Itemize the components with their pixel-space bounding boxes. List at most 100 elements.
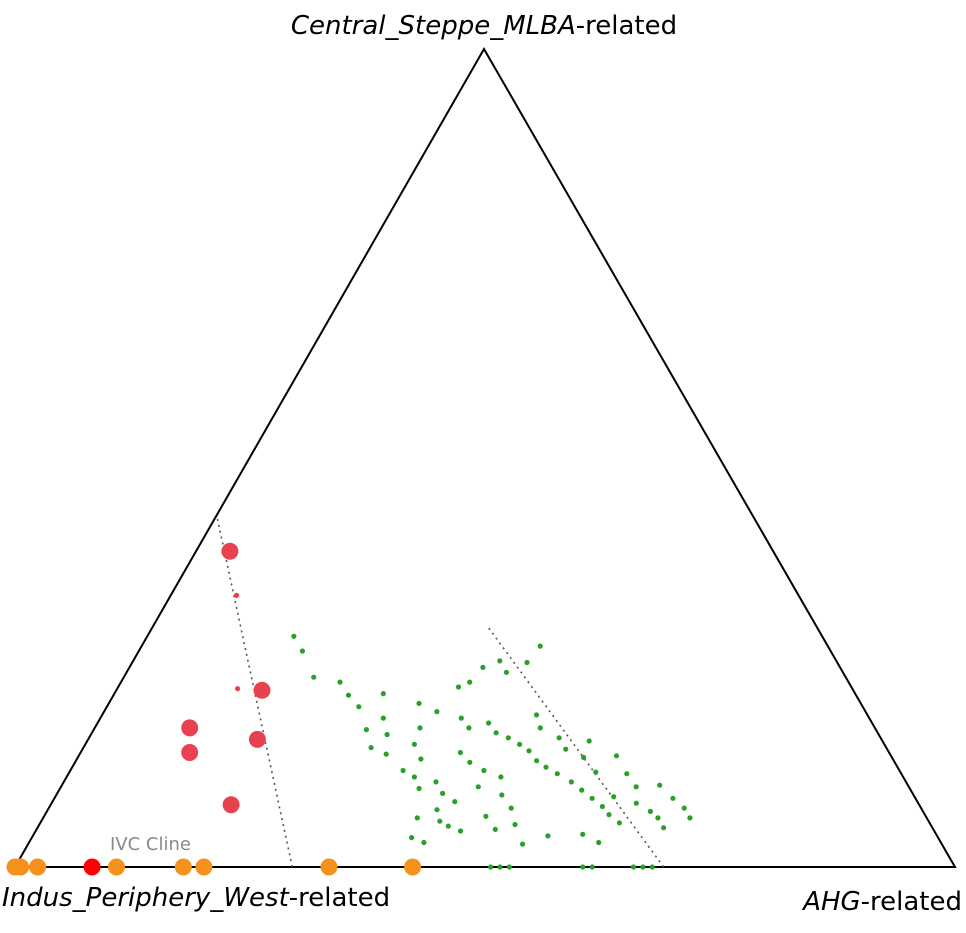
data-point-green-8 <box>363 727 369 733</box>
reference-line-1 <box>486 625 665 868</box>
data-point-green-44 <box>466 725 472 731</box>
data-point-pink_red-0 <box>233 592 240 599</box>
data-point-green-1 <box>299 648 305 654</box>
data-point-green-29 <box>437 818 443 824</box>
data-point-green-16 <box>503 669 509 675</box>
data-point-green-51 <box>534 758 540 764</box>
data-point-pink_red-3 <box>248 730 266 748</box>
data-point-green-71 <box>661 825 667 831</box>
data-point-green-72 <box>580 831 586 837</box>
data-point-green-35 <box>467 759 473 765</box>
data-point-green-69 <box>647 808 654 815</box>
vertex-label-left: Indus_Periphery_West-related <box>2 883 390 913</box>
data-point-green-55 <box>579 787 585 793</box>
data-point-green-61 <box>520 841 526 847</box>
data-point-green-87 <box>497 864 503 870</box>
data-point-green-90 <box>589 864 595 870</box>
data-point-green-24 <box>433 779 439 785</box>
data-point-orange-6 <box>320 858 338 876</box>
data-point-green-25 <box>440 790 446 797</box>
data-point-green-7 <box>380 715 386 721</box>
data-point-green-36 <box>481 767 487 774</box>
data-point-green-85 <box>537 643 543 649</box>
data-point-green-73 <box>596 839 602 846</box>
data-point-orange-1 <box>12 858 30 876</box>
data-point-orange-2 <box>29 858 47 876</box>
data-point-green-4 <box>345 692 352 698</box>
data-point-green-64 <box>581 754 587 761</box>
data-point-green-58 <box>606 812 612 818</box>
data-point-green-12 <box>455 684 462 690</box>
data-point-orange-3 <box>108 858 125 876</box>
data-point-green-19 <box>411 741 417 747</box>
data-point-green-88 <box>506 864 512 870</box>
data-point-green-89 <box>580 864 586 870</box>
data-point-green-39 <box>499 792 505 798</box>
data-point-green-32 <box>409 835 415 841</box>
data-point-green-11 <box>383 751 389 757</box>
data-point-green-42 <box>512 821 518 828</box>
data-point-green-92 <box>640 864 646 870</box>
data-point-green-47 <box>493 730 499 736</box>
data-point-orange-7 <box>404 858 422 876</box>
data-point-green-3 <box>337 679 343 685</box>
data-point-green-14 <box>467 679 473 685</box>
data-point-pink_red-1 <box>235 686 241 692</box>
reference-lines <box>215 515 665 868</box>
data-point-green-49 <box>517 741 523 747</box>
data-point-green-5 <box>356 704 362 710</box>
data-point-green-46 <box>486 720 492 726</box>
data-point-green-76 <box>533 712 540 718</box>
data-point-green-54 <box>568 779 575 785</box>
data-point-green-65 <box>593 769 599 775</box>
data-point-green-83 <box>681 805 687 811</box>
data-point-green-6 <box>380 691 386 697</box>
data-point-green-67 <box>611 794 617 800</box>
data-point-green-45 <box>458 715 464 721</box>
data-point-green-33 <box>421 839 427 846</box>
data-point-green-50 <box>526 748 532 754</box>
data-point-green-81 <box>657 782 663 788</box>
data-point-green-18 <box>417 725 423 731</box>
data-point-green-13 <box>480 664 486 671</box>
data-point-green-37 <box>498 774 504 780</box>
data-point-green-84 <box>687 815 693 821</box>
data-point-green-80 <box>624 771 630 777</box>
ternary-triangle <box>13 46 957 868</box>
data-point-pink_red-0 <box>221 542 239 560</box>
data-point-green-22 <box>411 774 417 780</box>
data-point-green-75 <box>416 700 422 707</box>
data-point-green-57 <box>599 803 606 810</box>
data-points <box>6 542 693 876</box>
data-point-green-20 <box>418 756 424 762</box>
data-point-green-28 <box>414 815 420 821</box>
data-point-pink_red-4 <box>181 744 199 761</box>
data-point-green-30 <box>445 823 451 829</box>
data-point-green-93 <box>649 864 655 870</box>
data-point-green-34 <box>457 749 463 756</box>
data-point-green-68 <box>633 800 639 806</box>
data-point-green-9 <box>384 731 390 738</box>
data-point-green-27 <box>434 807 440 813</box>
data-point-green-31 <box>457 828 464 834</box>
data-point-green-53 <box>554 771 560 777</box>
data-point-pink_red-1 <box>253 681 271 699</box>
data-point-green-15 <box>497 658 503 664</box>
data-point-green-23 <box>416 785 422 792</box>
data-point-green-78 <box>586 738 592 744</box>
data-point-green-77 <box>537 725 543 731</box>
data-point-green-38 <box>475 784 481 790</box>
data-point-pink_red-2 <box>181 719 199 737</box>
data-point-pink_red-5 <box>222 796 240 814</box>
vertex-label-right: AHG-related <box>801 887 962 917</box>
data-point-green-10 <box>368 745 374 751</box>
data-point-green-63 <box>563 746 569 752</box>
data-point-green-59 <box>616 820 623 826</box>
data-point-green-79 <box>613 753 620 759</box>
data-point-green-21 <box>400 767 406 774</box>
data-point-green-52 <box>543 764 549 770</box>
data-point-orange-5 <box>195 858 213 876</box>
ivc-cline-label: IVC Cline <box>110 834 191 855</box>
data-point-green-41 <box>483 813 489 819</box>
data-point-green-0 <box>291 633 297 639</box>
